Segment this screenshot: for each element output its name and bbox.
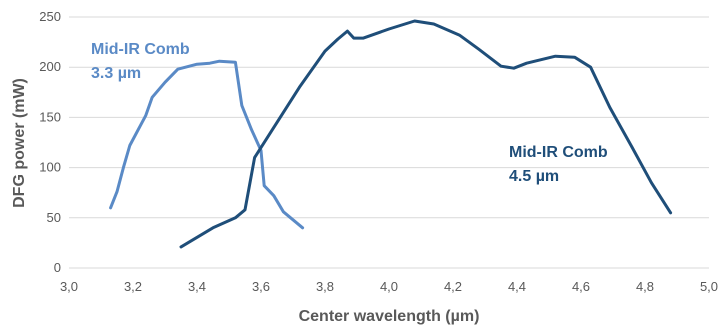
y-axis-title: DFG power (mW) <box>11 78 28 208</box>
series-line-3p3 <box>109 59 305 230</box>
x-tick-label: 3,6 <box>252 279 270 294</box>
gridlines <box>69 16 709 269</box>
y-tick-label: 200 <box>39 59 61 74</box>
series-label-3p3-line2: 3.3 µm <box>91 65 141 82</box>
y-tick-label: 0 <box>54 260 61 275</box>
x-tick-label: 3,4 <box>188 279 206 294</box>
x-tick-label: 4,2 <box>444 279 462 294</box>
y-tick-label: 100 <box>39 160 61 175</box>
x-tick-label: 4,6 <box>572 279 590 294</box>
x-tick-label: 5,0 <box>700 279 718 294</box>
y-tick-label: 250 <box>39 9 61 24</box>
x-axis-title: Center wavelength (µm) <box>299 308 480 325</box>
x-tick-label: 3,0 <box>60 279 78 294</box>
x-tick-label: 4,8 <box>636 279 654 294</box>
series-lines <box>109 19 673 249</box>
x-tick-label: 3,8 <box>316 279 334 294</box>
x-tick-label: 4,4 <box>508 279 526 294</box>
series-label-4p5-line2: 4.5 µm <box>509 168 559 185</box>
x-tick-labels: 3,0 3,2 3,4 3,6 3,8 4,0 4,2 4,4 4,6 4,8 5,0 <box>60 279 718 294</box>
series-label-4p5-line1: Mid-IR Comb <box>509 144 608 161</box>
x-tick-label: 3,2 <box>124 279 142 294</box>
y-tick-labels: 0 50 100 150 200 250 <box>39 9 61 275</box>
y-tick-label: 150 <box>39 109 61 124</box>
series-line-4p5 <box>179 19 673 249</box>
y-tick-label: 50 <box>47 210 61 225</box>
x-tick-label: 4,0 <box>380 279 398 294</box>
series-label-3p3-line1: Mid-IR Comb <box>91 41 190 58</box>
